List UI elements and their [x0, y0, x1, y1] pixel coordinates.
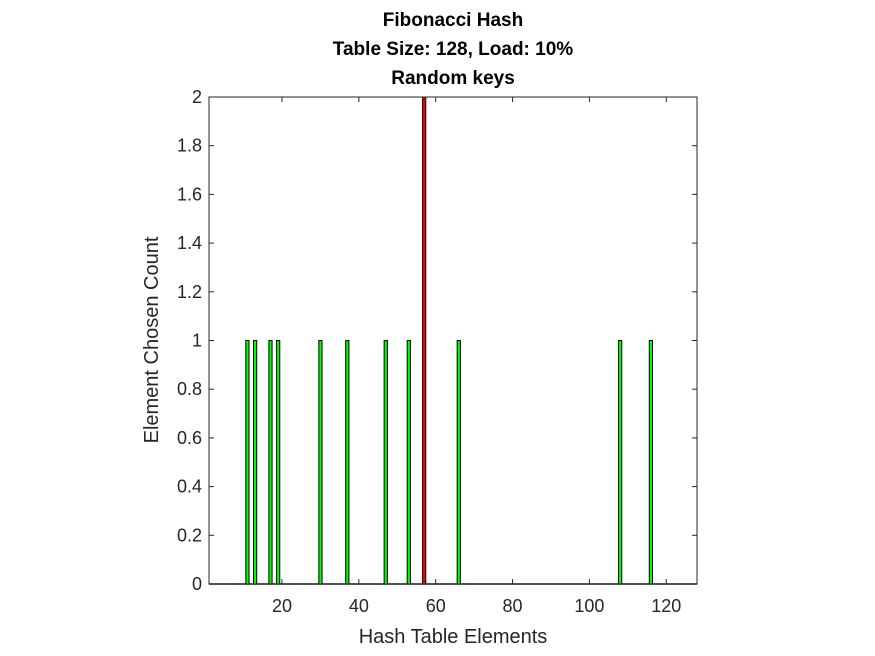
- x-tick-label: 20: [272, 596, 292, 616]
- x-tick-label: 100: [574, 596, 604, 616]
- bar-17: [268, 340, 273, 585]
- y-tick-label: 0.4: [177, 477, 202, 497]
- x-tick-label: 120: [651, 596, 681, 616]
- chart-title-line-2: Table Size: 128, Load: 10%: [333, 39, 574, 60]
- chart-title: Fibonacci Hash Table Size: 128, Load: 10…: [333, 10, 574, 89]
- y-tick-label: 0: [192, 574, 202, 594]
- y-tick-label: 0.2: [177, 525, 202, 545]
- bar-11: [245, 340, 250, 585]
- bar-57: [422, 96, 427, 585]
- y-tick-label: 1.6: [177, 184, 202, 204]
- y-axis-ticks: 0 0.2 0.4 0.6 0.8 1 1.2 1.4 1.6 1.8 2: [177, 87, 697, 594]
- x-tick-label: 40: [349, 596, 369, 616]
- y-tick-label: 0.8: [177, 379, 202, 399]
- y-tick-label: 2: [192, 87, 202, 107]
- bar-19: [276, 340, 281, 585]
- x-tick-label: 80: [503, 596, 523, 616]
- chart-title-line-1: Fibonacci Hash: [383, 10, 523, 31]
- y-tick-label: 0.6: [177, 428, 202, 448]
- bar-13: [253, 340, 258, 585]
- plot-area: [208, 96, 698, 585]
- bar-116: [648, 340, 653, 585]
- bar-47: [383, 340, 388, 585]
- bar-37: [345, 340, 350, 585]
- bar-series: [209, 96, 697, 585]
- y-tick-label: 1.4: [177, 233, 202, 253]
- y-tick-label: 1.2: [177, 282, 202, 302]
- bar-53: [406, 340, 411, 585]
- x-axis-label: Hash Table Elements: [359, 626, 548, 648]
- bar-108: [618, 340, 623, 585]
- chart-title-line-3: Random keys: [391, 68, 515, 89]
- y-tick-label: 1.8: [177, 136, 202, 156]
- y-tick-label: 1: [192, 331, 202, 351]
- bar-66: [456, 340, 461, 585]
- y-axis-label: Element Chosen Count: [141, 236, 163, 443]
- x-axis-ticks: 20 40 60 80 100 120: [272, 97, 681, 616]
- x-tick-label: 60: [426, 596, 446, 616]
- bar-30: [318, 340, 323, 585]
